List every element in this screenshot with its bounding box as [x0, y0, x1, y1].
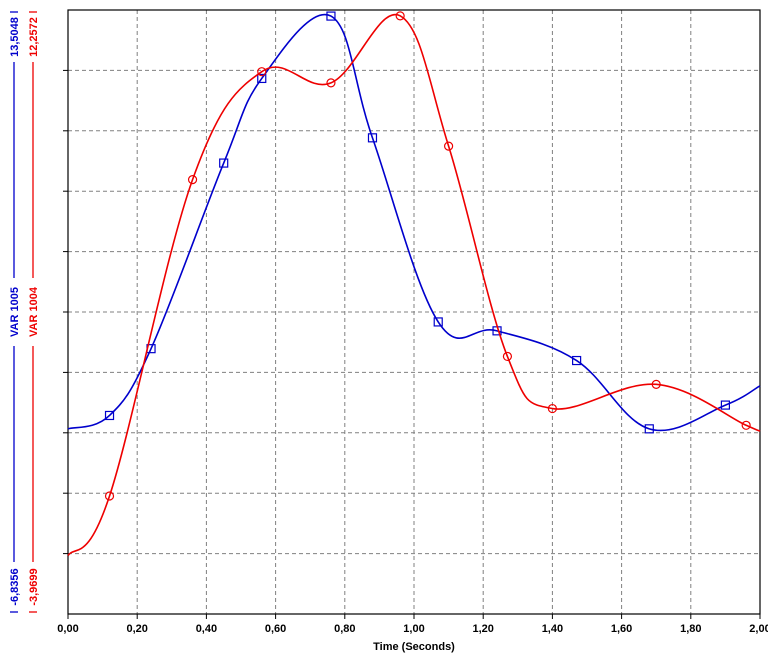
x-tick-label: 0,00 — [57, 623, 78, 635]
x-tick-label: 1,80 — [680, 623, 701, 635]
x-tick-label: 1,60 — [611, 623, 632, 635]
chart-container: { "chart": { "type": "line", "width": 76… — [0, 0, 768, 665]
x-tick-label: 1,00 — [403, 623, 424, 635]
x-tick-label: 0,40 — [196, 623, 217, 635]
x-tick-label: 1,40 — [542, 623, 563, 635]
chart-svg: 0,00 0,20 0,40 0,60 0,80 1,00 1,20 1,40 1,60 1,80… — [0, 0, 768, 665]
y-max-label: 12,2572 — [28, 17, 40, 57]
x-tick-label: 2,00 — [749, 623, 768, 635]
x-tick-label: 0,60 — [265, 623, 286, 635]
x-tick-label: 0,20 — [126, 623, 147, 635]
x-tick-label: 1,20 — [472, 623, 493, 635]
x-tick-label: 0,80 — [334, 623, 355, 635]
y-min-label: -6,8356 — [9, 568, 21, 605]
series-name-label: VAR 1005 — [9, 287, 21, 337]
x-axis-title: Time (Seconds) — [373, 641, 455, 653]
series-name-label: VAR 1004 — [28, 286, 40, 337]
y-max-label: 13,5048 — [9, 17, 21, 57]
y-min-label: -3,9699 — [28, 568, 40, 605]
